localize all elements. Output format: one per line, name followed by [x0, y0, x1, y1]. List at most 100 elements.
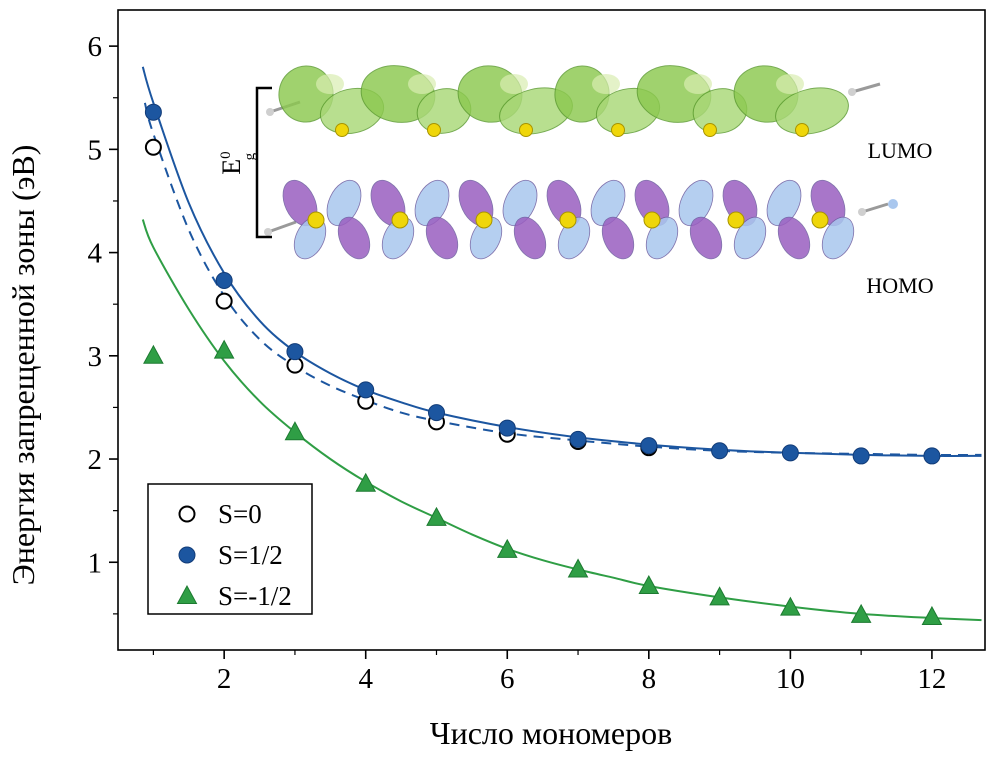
- y-tick-label: 1: [88, 547, 103, 579]
- x-tick-label: 8: [642, 663, 657, 695]
- marker-circle: [427, 404, 445, 422]
- marker-circle: [357, 381, 375, 399]
- sulfur-atom: [727, 211, 745, 229]
- marker-circle: [144, 103, 162, 121]
- marker-triangle: [780, 596, 801, 616]
- marker-triangle: [921, 605, 943, 625]
- y-tick-label: 4: [88, 238, 103, 270]
- marker-circle: [569, 430, 587, 448]
- sulfur-atom: [811, 211, 829, 229]
- homo-lobe: [601, 216, 635, 260]
- sulfur-atom: [559, 211, 577, 229]
- legend-label: S=0: [218, 499, 262, 529]
- marker-circle: [498, 419, 516, 437]
- sulfur-atom: [427, 123, 441, 137]
- marker-circle: [781, 444, 799, 462]
- homo-lobe: [689, 216, 723, 260]
- sulfur-atom: [795, 123, 809, 137]
- end-bond: [851, 82, 881, 94]
- y-tick-label: 2: [88, 444, 103, 476]
- y-tick-label: 5: [88, 134, 103, 166]
- y-tick-label: 3: [88, 341, 103, 373]
- sulfur-atom: [475, 211, 493, 229]
- series-S=0: [144, 138, 658, 457]
- end-bond: [267, 220, 297, 234]
- sulfur-atom: [703, 123, 717, 137]
- lumo-highlight: [500, 74, 528, 94]
- marker-triangle: [213, 339, 235, 359]
- homo-lobe: [590, 179, 626, 227]
- homo-lobe: [513, 216, 547, 260]
- series-S=-1/2: [143, 339, 943, 625]
- x-tick-label: 4: [358, 663, 373, 695]
- legend-box: [147, 483, 313, 615]
- homo-lobe: [733, 216, 767, 260]
- lumo-highlight: [408, 74, 436, 94]
- plot-frame: [117, 9, 986, 651]
- marker-circle: [286, 343, 304, 361]
- homo-lobe: [777, 216, 811, 260]
- marker-triangle: [284, 421, 306, 441]
- end-bond: [861, 202, 889, 214]
- marker-triangle: [709, 586, 730, 606]
- fit-curve-S=-1/2: [141, 219, 982, 622]
- sulfur-atom: [307, 211, 325, 229]
- marker-circle: [852, 447, 870, 465]
- molecular-orbital-inset: [264, 65, 898, 260]
- marker-open-circle: [215, 292, 233, 310]
- marker-open-circle: [144, 138, 162, 156]
- marker-circle: [640, 437, 658, 455]
- marker-triangle: [176, 584, 198, 604]
- end-atom: [848, 88, 856, 96]
- lumo-label: LUMO: [868, 138, 933, 163]
- y-tick-label: 6: [88, 31, 103, 63]
- marker-triangle: [850, 603, 872, 623]
- legend: S=0 S=1/2 S=-1/2: [147, 483, 313, 615]
- energy-gap-bracket: [255, 86, 272, 239]
- fit-curve-S=0: [143, 102, 982, 456]
- marker-triangle: [496, 538, 518, 558]
- end-atom: [264, 228, 272, 236]
- marker-circle: [711, 442, 729, 460]
- homo-lobe: [766, 179, 802, 227]
- lumo-lobe: [775, 87, 849, 135]
- marker-circle: [178, 546, 196, 564]
- homo-lobe: [414, 179, 450, 227]
- x-tick-label: 2: [217, 663, 232, 695]
- lumo-highlight: [684, 74, 712, 94]
- marker-triangle: [426, 506, 447, 526]
- sulfur-atom: [335, 123, 349, 137]
- marker-triangle: [355, 472, 377, 492]
- homo-label: HOMO: [866, 273, 933, 298]
- series-S=1/2: [144, 103, 941, 465]
- bracket-label-main: E: [217, 159, 246, 175]
- bracket-label-sup: 0: [218, 151, 234, 159]
- homo-lobe: [821, 216, 855, 260]
- end-atom: [858, 208, 866, 216]
- homo-lobe: [502, 179, 538, 227]
- bracket-label-sub: g: [242, 152, 258, 160]
- homo-lobe: [326, 179, 362, 227]
- sulfur-atom: [391, 211, 409, 229]
- marker-open-circle: [178, 505, 196, 523]
- lumo-highlight: [316, 74, 344, 94]
- y-axis-title: Энергия запрещенной зоны (эВ): [5, 145, 41, 586]
- marker-triangle: [567, 558, 589, 578]
- lumo-highlight: [592, 74, 620, 94]
- x-axis-title: Число мономеров: [430, 715, 672, 751]
- marker-circle: [215, 271, 233, 289]
- x-tick-label: 10: [776, 663, 805, 695]
- x-tick-label: 12: [917, 663, 946, 695]
- legend-label: S=-1/2: [218, 581, 292, 611]
- end-atom: [888, 199, 898, 209]
- x-tick-label: 6: [500, 663, 515, 695]
- fit-curve-S=1/2: [141, 66, 982, 457]
- homo-lobe: [425, 216, 459, 260]
- marker-circle: [923, 447, 941, 465]
- marker-triangle: [143, 344, 164, 364]
- sulfur-atom: [519, 123, 533, 137]
- sulfur-atom: [643, 211, 661, 229]
